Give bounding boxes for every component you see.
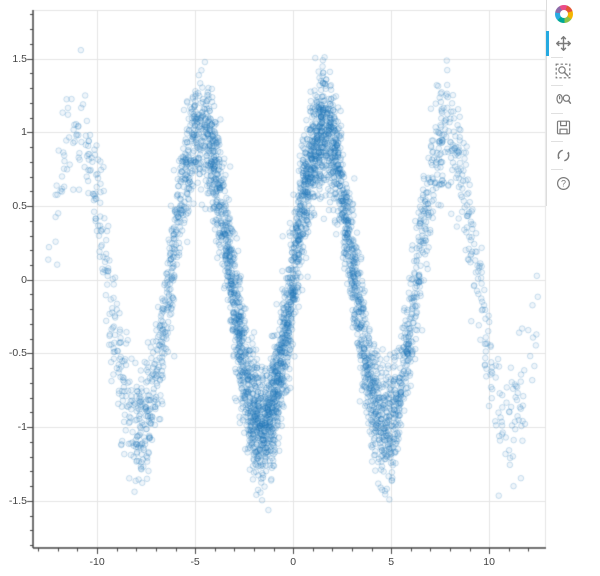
wheel-zoom-tool-button[interactable] (548, 87, 580, 112)
y-tick-label: 0.5 (12, 200, 27, 213)
toolbar-separator (551, 141, 563, 142)
help-tool-button[interactable]: ? (548, 171, 580, 196)
toolbar-separator (551, 113, 563, 114)
box-zoom-icon (555, 63, 572, 80)
pan-icon (555, 35, 572, 52)
help-glyph: ? (561, 179, 566, 189)
toolbar-separator (551, 57, 563, 58)
bokeh-logo[interactable] (554, 5, 573, 23)
help-icon: ? (555, 175, 572, 192)
y-tick-label: -0.5 (8, 347, 27, 360)
x-tick-label: -5 (190, 556, 200, 568)
y-tick-label: -1.5 (8, 494, 27, 507)
x-tick-label: 10 (483, 556, 495, 568)
wheel-zoom-icon (555, 91, 572, 108)
y-tick-label: 1.5 (12, 52, 27, 65)
reset-tool-button[interactable] (548, 143, 580, 168)
plot-toolbar: ? (545, 0, 580, 206)
save-icon (555, 119, 572, 136)
toolbar-separator (551, 85, 563, 86)
y-tick-label: 0 (21, 273, 27, 286)
toolbar-separator (551, 169, 563, 170)
reset-icon (555, 147, 572, 164)
y-tick-label: 1 (21, 126, 27, 139)
pan-tool-button[interactable] (545, 31, 580, 56)
x-tick-label: 5 (388, 556, 395, 568)
x-tick-label: -10 (89, 556, 105, 568)
save-tool-button[interactable] (548, 115, 580, 140)
x-tick-label: 0 (290, 556, 297, 568)
y-tick-label: -1 (17, 421, 27, 434)
box-zoom-tool-button[interactable] (548, 59, 580, 84)
